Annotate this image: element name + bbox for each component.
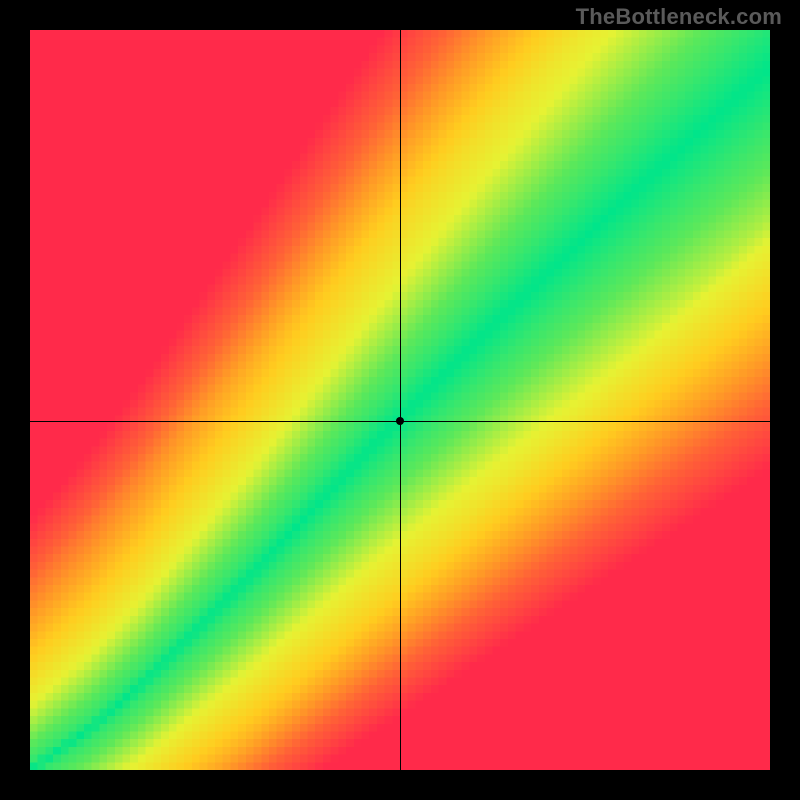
watermark-text: TheBottleneck.com [576, 4, 782, 30]
chart-root: TheBottleneck.com [0, 0, 800, 800]
plot-area [30, 30, 770, 770]
heatmap-canvas [30, 30, 770, 770]
